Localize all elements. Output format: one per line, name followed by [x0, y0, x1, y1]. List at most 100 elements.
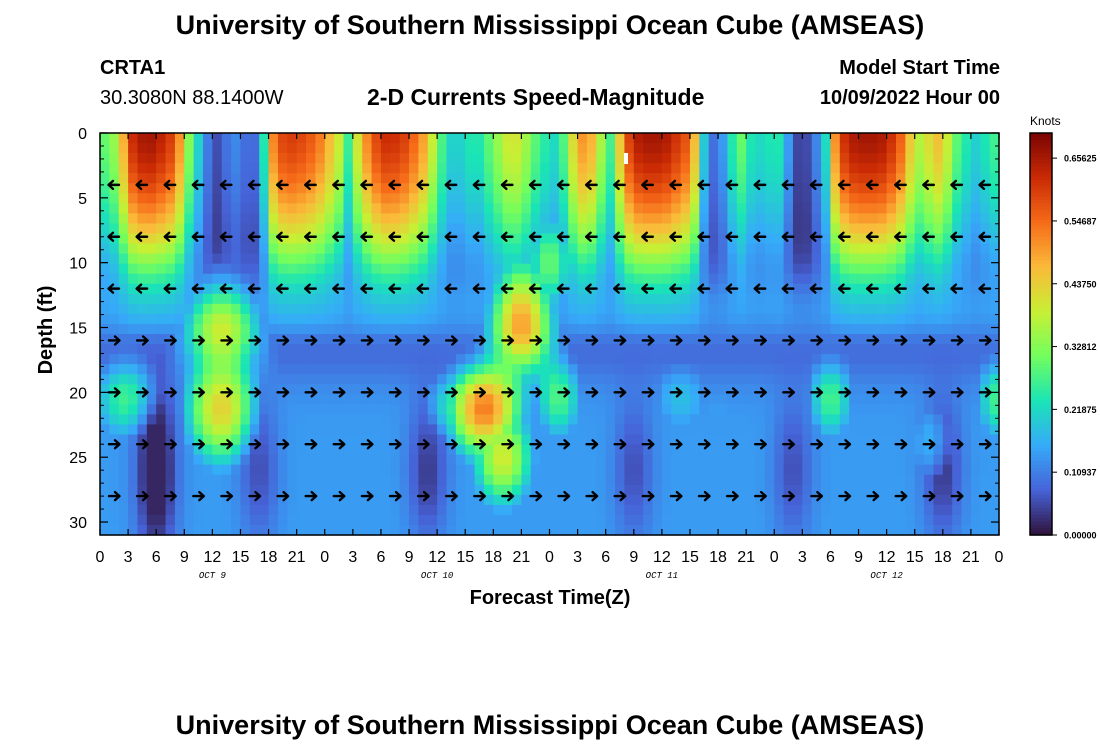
- heat-cell: [989, 474, 1000, 486]
- heat-cell: [174, 283, 185, 295]
- heat-cell: [755, 344, 766, 355]
- heat-cell: [296, 354, 307, 365]
- heat-cell: [821, 253, 832, 265]
- heat-cell: [914, 313, 925, 325]
- heat-cell: [605, 263, 616, 275]
- heat-cell: [390, 454, 401, 466]
- heat-cell: [343, 323, 354, 335]
- heat-cell: [409, 223, 419, 235]
- heat-cell: [231, 233, 242, 245]
- heat-cell: [409, 354, 419, 365]
- heat-cell: [933, 263, 944, 275]
- heat-cell: [605, 273, 616, 285]
- heat-cell: [633, 283, 644, 295]
- heat-cell: [727, 133, 738, 144]
- heat-cell: [755, 293, 766, 305]
- heat-cell: [334, 484, 345, 496]
- heat-cell: [615, 374, 626, 385]
- heat-cell: [980, 424, 991, 436]
- heat-cell: [811, 484, 822, 496]
- heat-cell: [764, 263, 775, 275]
- heat-cell: [296, 514, 307, 526]
- heat-cell: [343, 474, 354, 486]
- current-arrow: [725, 179, 739, 191]
- heat-cell: [465, 283, 476, 295]
- heat-cell: [671, 203, 682, 214]
- heat-cell: [802, 283, 813, 295]
- heat-cell: [521, 354, 532, 365]
- heat-cell: [736, 394, 747, 405]
- heat-cell: [277, 514, 288, 526]
- heat-cell: [886, 253, 897, 265]
- heat-cell: [296, 434, 307, 446]
- heat-cell: [100, 283, 110, 295]
- current-arrow: [135, 179, 149, 191]
- heat-cell: [718, 384, 729, 395]
- heat-cell: [568, 384, 579, 395]
- heat-cell: [643, 223, 654, 235]
- heat-cell: [924, 253, 935, 265]
- heat-cell: [315, 303, 326, 315]
- heat-cell: [849, 143, 860, 154]
- heat-cell: [362, 454, 373, 466]
- heat-cell: [362, 344, 373, 355]
- heat-cell: [231, 243, 242, 255]
- heat-cell: [689, 524, 700, 536]
- heat-cell: [324, 293, 335, 305]
- day-label: OCT 12: [870, 571, 903, 581]
- heat-cell: [708, 233, 719, 245]
- heat-cell: [952, 404, 963, 415]
- current-arrow: [219, 179, 233, 191]
- heat-cell: [184, 143, 195, 154]
- heat-cell: [128, 484, 139, 496]
- heat-cell: [755, 374, 766, 385]
- heat-cell: [437, 344, 448, 355]
- heat-cell: [577, 404, 588, 415]
- heat-cell: [886, 313, 897, 325]
- heat-cell: [446, 454, 457, 466]
- heat-cell: [643, 414, 654, 426]
- heat-cell: [334, 354, 345, 365]
- heat-cell: [989, 153, 1000, 164]
- heat-cell: [727, 514, 738, 526]
- heat-cell: [427, 313, 438, 325]
- heat-cell: [736, 173, 747, 184]
- heat-cell: [802, 223, 813, 235]
- heat-cell: [708, 313, 719, 325]
- current-arrow: [528, 231, 542, 242]
- heat-cell: [821, 404, 832, 415]
- heat-cell: [924, 374, 935, 385]
- heat-cell: [942, 163, 953, 174]
- colorbar-cell: [1030, 216, 1052, 221]
- heat-cell: [764, 444, 775, 456]
- heat-cell: [774, 334, 785, 345]
- heat-cell: [521, 213, 532, 225]
- heat-cell: [231, 424, 242, 436]
- heat-cell: [736, 384, 747, 395]
- heat-cell: [240, 354, 251, 365]
- heat-cell: [980, 183, 991, 194]
- colorbar-tick-label: 0.54687: [1064, 216, 1097, 226]
- heat-cell: [680, 153, 691, 164]
- heat-cell: [586, 293, 597, 305]
- heat-cell: [352, 253, 363, 265]
- heat-cell: [362, 504, 373, 516]
- heat-cell: [146, 153, 157, 164]
- heat-cell: [409, 444, 419, 456]
- heat-cell: [821, 434, 832, 446]
- colorbar-cell: [1030, 494, 1052, 499]
- heat-cell: [521, 514, 532, 526]
- heat-cell: [296, 153, 307, 164]
- heat-cell: [109, 464, 120, 476]
- heat-cell: [512, 183, 522, 194]
- heat-cell: [718, 414, 729, 426]
- heat-cell: [512, 223, 522, 235]
- current-arrow: [416, 490, 430, 502]
- heat-cell: [231, 133, 242, 144]
- heat-cell: [465, 223, 476, 235]
- heat-cell: [455, 444, 466, 456]
- heat-cell: [399, 303, 410, 315]
- heat-cell: [203, 223, 213, 235]
- heat-cell: [465, 183, 476, 194]
- heat-cell: [633, 153, 644, 164]
